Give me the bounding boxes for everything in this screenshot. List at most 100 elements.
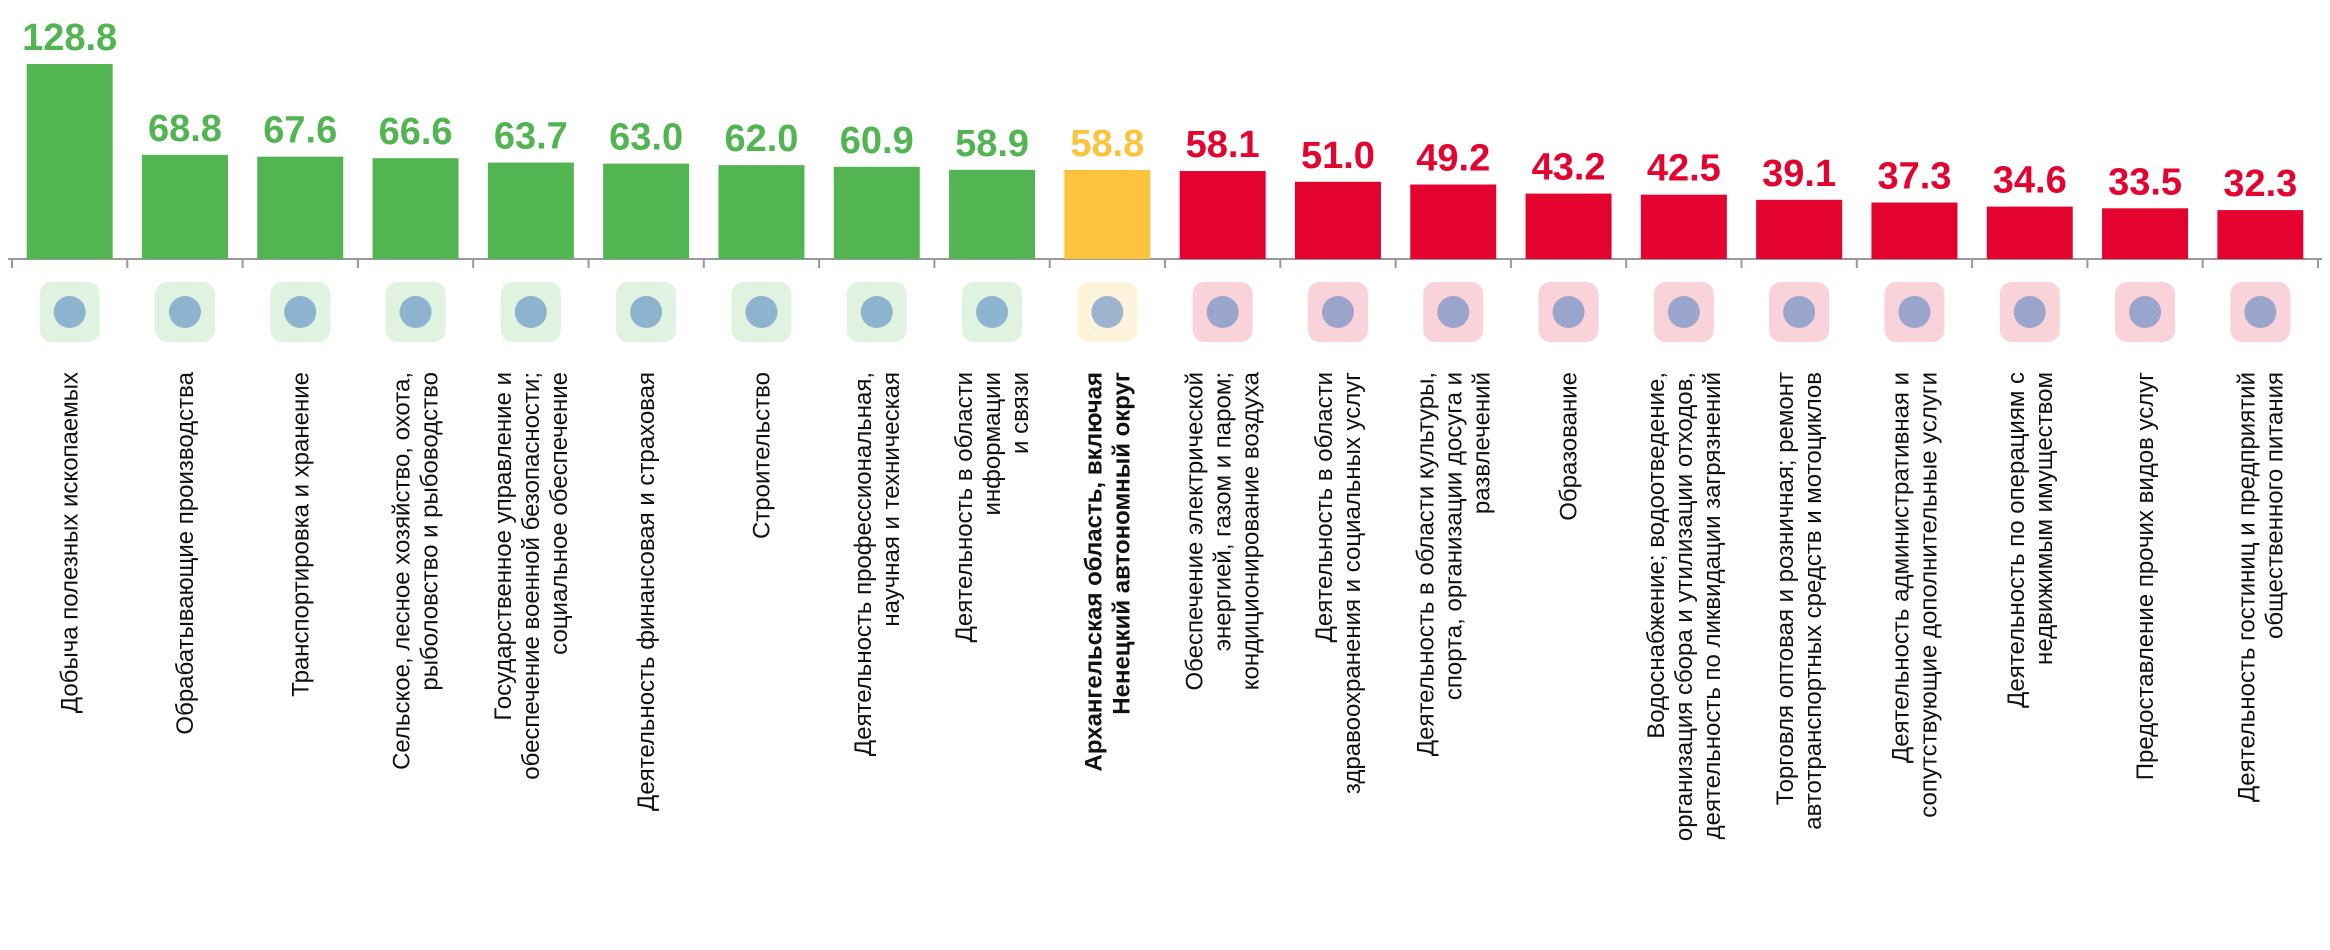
category-label: Сельское, лесное хозяйство, охота,рыболо… — [389, 372, 444, 770]
icon-shape — [284, 296, 317, 328]
category-icon — [154, 282, 215, 342]
category-label: Деятельность в областиздравоохранения и … — [1311, 372, 1366, 794]
value-label: 33.5 — [2108, 161, 2182, 203]
category-icon — [846, 282, 907, 342]
category-icon — [2115, 282, 2176, 342]
category-label: Деятельность в областиинформациии связи — [951, 372, 1034, 642]
bar — [1640, 194, 1727, 259]
bar — [1179, 171, 1266, 259]
value-label: 67.6 — [263, 110, 337, 152]
category-label: Обрабатывающие производства — [172, 371, 199, 734]
value-label: 58.1 — [1186, 124, 1260, 166]
icon-shape — [53, 296, 86, 328]
value-label: 63.7 — [494, 116, 568, 158]
bar — [1064, 169, 1151, 259]
icon-shape — [514, 296, 547, 328]
bar — [1525, 193, 1612, 259]
category-label: Деятельность по операциям снедвижимым им… — [2003, 372, 2058, 708]
bar — [1986, 206, 2073, 259]
icon-shape — [1437, 296, 1470, 328]
icon-shape — [1321, 296, 1354, 328]
icon-shape — [745, 296, 778, 328]
category-icon — [731, 282, 792, 342]
category-label: Деятельность в области культуры,спорта, … — [1412, 372, 1495, 756]
category-icon — [1884, 282, 1945, 342]
bar — [949, 169, 1036, 259]
category-icon — [1077, 282, 1138, 342]
value-label: 60.9 — [840, 120, 914, 162]
icon-shape — [1898, 296, 1931, 328]
category-label: Строительство — [748, 372, 775, 539]
icon-shape — [2013, 296, 2046, 328]
value-label: 58.8 — [1070, 123, 1144, 165]
value-label: 42.5 — [1647, 148, 1721, 190]
category-icon — [616, 282, 677, 342]
icon-shape — [630, 296, 663, 328]
category-label: Добыча полезных ископаемых — [57, 372, 84, 713]
icon-shape — [860, 296, 893, 328]
category-label: Деятельность гостиниц и предприятийобщес… — [2233, 372, 2288, 802]
icon-shape — [2129, 296, 2162, 328]
bar — [833, 166, 920, 259]
category-icon — [1307, 282, 1368, 342]
category-icon — [1653, 282, 1714, 342]
icon-shape — [399, 296, 432, 328]
bar — [1410, 184, 1497, 259]
icon-shape — [1552, 296, 1585, 328]
category-label: Архангельская область, включаяНенецкий а… — [1080, 372, 1135, 771]
value-label: 43.2 — [1532, 147, 1606, 189]
category-icon — [1423, 282, 1484, 342]
bar — [2102, 208, 2189, 259]
bar — [1294, 181, 1381, 259]
value-label: 51.0 — [1301, 135, 1375, 177]
bar — [2217, 210, 2304, 259]
bar — [372, 158, 459, 259]
value-label: 34.6 — [1993, 160, 2067, 202]
category-icon — [39, 282, 100, 342]
category-icon — [962, 282, 1023, 342]
value-label: 68.8 — [148, 108, 222, 150]
category-label: Деятельность профессиональная,научная и … — [850, 372, 905, 756]
category-label: Предоставление прочих видов услуг — [2132, 372, 2159, 780]
category-icon — [1192, 282, 1253, 342]
bar — [1871, 202, 1958, 259]
value-label: 37.3 — [1877, 156, 1951, 198]
category-icon — [2230, 282, 2291, 342]
category-icon — [500, 282, 561, 342]
bar — [141, 154, 228, 259]
icon-shape — [976, 296, 1009, 328]
category-label: Водоснабжение; водоотведение,организация… — [1643, 372, 1726, 841]
bar — [718, 165, 805, 259]
bar — [26, 64, 113, 259]
category-label: Транспортировка и хранение — [287, 372, 314, 697]
bar — [487, 162, 574, 259]
category-label: Торговля оптовая и розничная; ремонтавто… — [1772, 372, 1827, 830]
category-icon — [385, 282, 446, 342]
bar — [257, 156, 344, 259]
value-label: 63.0 — [609, 117, 683, 159]
category-label: Обеспечение электрическойэнергией, газом… — [1182, 371, 1265, 690]
category-icon — [1769, 282, 1830, 342]
value-label: 58.9 — [955, 123, 1029, 165]
value-label: 32.3 — [2223, 163, 2297, 205]
value-label: 62.0 — [724, 118, 798, 160]
icon-shape — [2244, 296, 2277, 328]
category-icon — [270, 282, 331, 342]
icon-shape — [1206, 296, 1239, 328]
category-label: Образование — [1556, 372, 1583, 521]
category-icon — [1538, 282, 1599, 342]
value-label: 66.6 — [379, 111, 453, 153]
category-label: Деятельность административная исопутству… — [1887, 372, 1942, 818]
value-label: 49.2 — [1416, 138, 1490, 180]
category-label: Деятельность финансовая и страховая — [633, 372, 660, 811]
category-label: Государственное управление иобеспечение … — [490, 372, 573, 780]
icon-shape — [1667, 296, 1700, 328]
value-label: 39.1 — [1762, 153, 1836, 195]
icon-shape — [168, 296, 201, 328]
bar — [603, 163, 690, 259]
icon-shape — [1091, 296, 1124, 328]
icon-shape — [1783, 296, 1816, 328]
bar — [1756, 199, 1843, 259]
value-label: 128.8 — [22, 17, 117, 59]
